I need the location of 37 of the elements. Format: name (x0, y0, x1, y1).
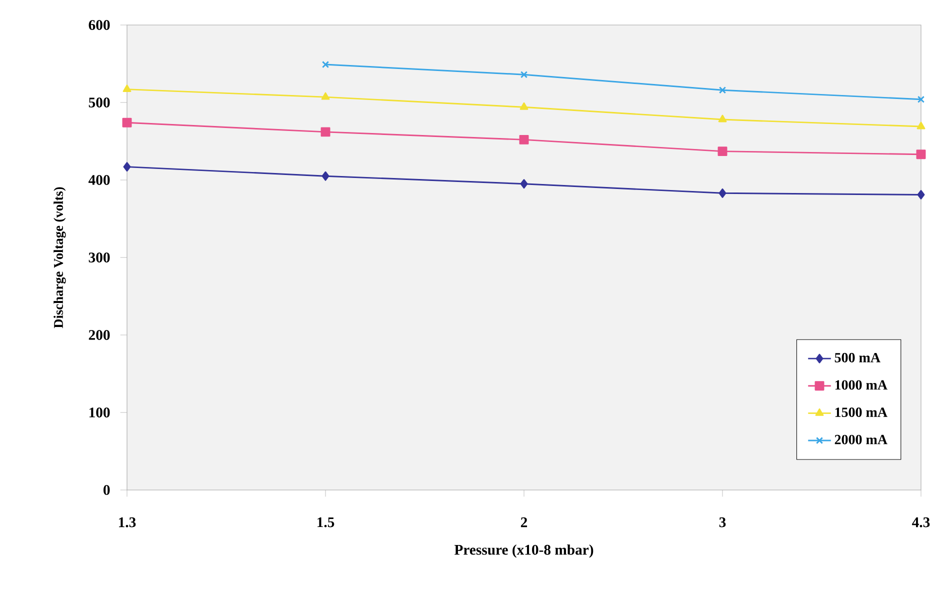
point (519, 134, 529, 144)
point (322, 60, 330, 68)
point (916, 150, 926, 160)
legend-label: 1000 mA (835, 380, 888, 390)
point (322, 171, 330, 181)
x-tick-label: 1.3 (119, 517, 136, 528)
point (320, 127, 330, 137)
legend-label: 1500 mA (835, 408, 888, 417)
x-axis-title: Pressure (x10-8 mbar) (454, 544, 594, 558)
y-tick-label: 200 (88, 330, 110, 340)
point (917, 96, 925, 103)
point (916, 122, 926, 130)
y-tick-label: 400 (88, 175, 110, 185)
point (520, 179, 528, 189)
point (718, 86, 726, 94)
point (321, 92, 330, 100)
point (123, 162, 131, 172)
point (718, 146, 728, 156)
point (520, 102, 528, 110)
y-tick-label: 600 (88, 20, 110, 30)
x-tick-label: 2 (520, 517, 528, 528)
y-axis-title: Discharge Voltage (volts) (54, 187, 66, 328)
y-tick-label: 0 (104, 485, 110, 495)
legend-label: 500 mA (834, 352, 880, 362)
x-tick-label: 4.3 (912, 517, 930, 528)
point (122, 118, 132, 128)
point (917, 190, 925, 200)
legend-label: 2000 mA (834, 434, 888, 444)
point (122, 84, 132, 92)
point (718, 114, 727, 122)
x-tick-label: 1.5 (318, 517, 334, 528)
y-tick-label: 500 (88, 98, 110, 108)
x-tick-label: 3 (719, 517, 726, 528)
point (718, 188, 726, 198)
point (520, 71, 528, 78)
y-tick-label: 100 (89, 408, 110, 418)
y-tick-label: 300 (88, 252, 110, 262)
